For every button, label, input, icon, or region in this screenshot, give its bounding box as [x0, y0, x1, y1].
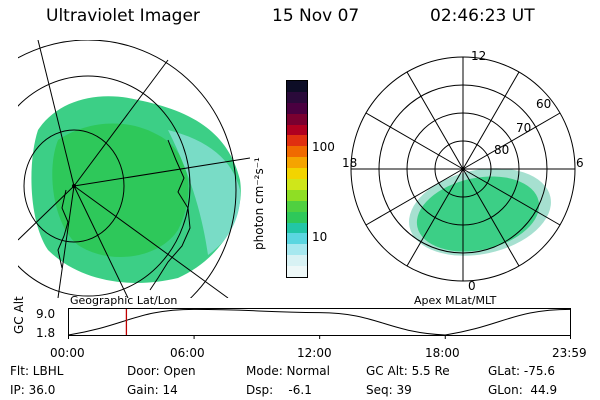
info-glon: GLon: 44.9 [488, 383, 558, 397]
colorbar-segment [287, 200, 307, 212]
info-seq: Seq: 39 [366, 383, 412, 397]
colorbar-segment [287, 211, 307, 223]
aurora-edge [168, 130, 241, 255]
info-door: Door: Open [127, 364, 196, 378]
info-ip: IP: 36.0 [10, 383, 56, 397]
meridian-5 [18, 185, 75, 241]
xtick-0600: 06:00 [170, 346, 205, 360]
colorbar-segment [287, 266, 307, 278]
colorbar-tick-100: 100 [312, 140, 335, 154]
info-glat: GLat: -75.6 [488, 364, 555, 378]
mlt-spoke-14 [462, 71, 520, 170]
lat-circle-inner [23, 129, 125, 243]
pole-marker [72, 184, 76, 188]
xtick-2359: 23:59 [552, 346, 587, 360]
info-gain: Gain: 14 [127, 383, 178, 397]
lat-label-70: 70 [516, 121, 531, 135]
geo-caption: Geographic Lat/Lon [70, 294, 178, 307]
coastline-west [57, 189, 69, 269]
colorbar-segment [287, 233, 307, 245]
mlt-label-0: 0 [468, 279, 476, 293]
colorbar-segment [287, 179, 307, 190]
mlt-label-6: 6 [576, 156, 584, 170]
aurora-core [52, 123, 189, 257]
lat-circle-mid [18, 75, 191, 297]
meridian-2 [73, 157, 250, 187]
instrument-title: Ultraviolet Imager [46, 6, 200, 26]
xtick-0000: 00:00 [50, 346, 85, 360]
colorbar [286, 80, 308, 278]
polar-caption: Apex MLat/MLT [414, 294, 497, 307]
colorbar-segment [287, 222, 307, 234]
polar-plot: 12 6 0 18 60 70 80 [342, 49, 584, 293]
colorbar-segment [287, 91, 307, 103]
mlt-label-18: 18 [342, 156, 357, 170]
mlt-spoke-22 [406, 168, 464, 267]
altitude-ylabel: GC Alt [12, 296, 26, 334]
info-dsp: Dsp: -6.1 [246, 383, 312, 397]
meridian-3 [73, 185, 229, 298]
colorbar-segment [287, 81, 307, 92]
colorbar-segment [287, 157, 307, 169]
mlt-label-12: 12 [471, 49, 486, 63]
colorbar-segment [287, 244, 307, 256]
colorbar-segment [287, 189, 307, 201]
mlt-spoke-8 [365, 112, 464, 170]
meridian-4 [57, 185, 75, 298]
meridian-7 [73, 185, 129, 298]
xtick-1200: 12:00 [297, 346, 332, 360]
info-flt: Flt: LBHL [10, 364, 64, 378]
colorbar-segment [287, 113, 307, 125]
xtick-1800: 18:00 [425, 346, 460, 360]
altitude-ytick-high: 9.0 [36, 307, 56, 321]
lat-circle-outer [18, 40, 237, 298]
time-label: 02:46:23 UT [430, 6, 535, 26]
colorbar-segment [287, 255, 307, 267]
altitude-series-line [68, 308, 571, 336]
altitude-plot [68, 308, 571, 339]
mlt-spoke-10 [406, 71, 464, 170]
colorbar-label: photon cm⁻²s⁻¹ [252, 157, 266, 250]
info-mode: Mode: Normal [246, 364, 330, 378]
colorbar-segment [287, 146, 307, 158]
meridian-1 [73, 59, 169, 187]
meridian-6 [37, 40, 75, 187]
info-gcalt: GC Alt: 5.5 Re [366, 364, 450, 378]
colorbar-tick-10: 10 [312, 230, 328, 244]
colorbar-segment [287, 102, 307, 114]
colorbar-segment [287, 168, 307, 180]
colorbar-segment [287, 124, 307, 136]
date-label: 15 Nov 07 [272, 6, 360, 26]
mlt-spoke-2 [462, 168, 520, 267]
altitude-ticks [68, 335, 571, 339]
geographic-image [18, 40, 250, 298]
lat-label-60: 60 [536, 97, 551, 111]
colorbar-segment [287, 135, 307, 147]
altitude-ytick-low: 1.8 [36, 326, 56, 340]
mlt-spoke-4 [462, 168, 561, 226]
lat-label-80: 80 [494, 143, 509, 157]
mlt-spoke-20 [365, 168, 464, 226]
mlt-spoke-16 [462, 112, 561, 170]
